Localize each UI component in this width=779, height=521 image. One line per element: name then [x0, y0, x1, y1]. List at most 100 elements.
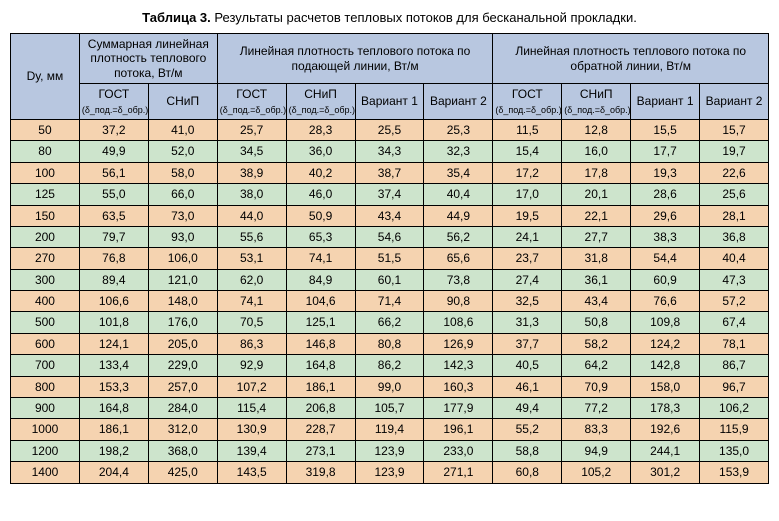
- table-cell: 119,4: [355, 419, 424, 440]
- table-cell: 31,8: [562, 248, 631, 269]
- table-cell: 186,1: [79, 419, 148, 440]
- table-cell: 312,0: [148, 419, 217, 440]
- header-group-return: Линейная плотность теплового потока по о…: [493, 34, 769, 84]
- table-cell: 74,1: [286, 248, 355, 269]
- table-cell: 38,0: [217, 184, 286, 205]
- table-cell: 60,1: [355, 269, 424, 290]
- header-label: ГОСТ: [236, 87, 267, 101]
- table-cell: 204,4: [79, 462, 148, 483]
- table-cell: 164,8: [79, 398, 148, 419]
- table-cell: 49,4: [493, 398, 562, 419]
- table-cell: 37,2: [79, 119, 148, 140]
- table-cell: 36,0: [286, 141, 355, 162]
- table-cell: 192,6: [631, 419, 700, 440]
- table-cell: 62,0: [217, 269, 286, 290]
- header-dy: Dу, мм: [11, 34, 80, 120]
- table-cell: 158,0: [631, 376, 700, 397]
- table-cell: 58,8: [493, 440, 562, 461]
- header-label: СНиП: [304, 87, 337, 101]
- table-cell: 800: [11, 376, 80, 397]
- table-cell: 70,9: [562, 376, 631, 397]
- table-cell: 17,7: [631, 141, 700, 162]
- table-cell: 233,0: [424, 440, 493, 461]
- table-cell: 12,8: [562, 119, 631, 140]
- table-cell: 135,0: [700, 440, 769, 461]
- table-row: 1000186,1312,0130,9228,7119,4196,155,283…: [11, 419, 769, 440]
- table-cell: 79,7: [79, 226, 148, 247]
- table-cell: 600: [11, 333, 80, 354]
- table-cell: 20,1: [562, 184, 631, 205]
- table-cell: 55,6: [217, 226, 286, 247]
- table-cell: 27,7: [562, 226, 631, 247]
- table-row: 30089,4121,062,084,960,173,827,436,160,9…: [11, 269, 769, 290]
- table-cell: 142,3: [424, 355, 493, 376]
- table-cell: 53,1: [217, 248, 286, 269]
- table-cell: 86,2: [355, 355, 424, 376]
- table-cell: 56,2: [424, 226, 493, 247]
- table-cell: 86,3: [217, 333, 286, 354]
- table-row: 5037,241,025,728,325,525,311,512,815,515…: [11, 119, 769, 140]
- table-cell: 257,0: [148, 376, 217, 397]
- table-cell: 74,1: [217, 291, 286, 312]
- table-cell: 36,8: [700, 226, 769, 247]
- table-cell: 125,1: [286, 312, 355, 333]
- table-cell: 186,1: [286, 376, 355, 397]
- table-cell: 37,7: [493, 333, 562, 354]
- table-cell: 47,3: [700, 269, 769, 290]
- table-cell: 38,9: [217, 162, 286, 183]
- table-cell: 24,1: [493, 226, 562, 247]
- table-cell: 25,7: [217, 119, 286, 140]
- table-cell: 52,0: [148, 141, 217, 162]
- table-cell: 51,5: [355, 248, 424, 269]
- table-cell: 36,1: [562, 269, 631, 290]
- table-cell: 60,8: [493, 462, 562, 483]
- table-cell: 101,8: [79, 312, 148, 333]
- header-return-var1: Вариант 1: [631, 84, 700, 120]
- table-cell: 44,9: [424, 205, 493, 226]
- table-cell: 64,2: [562, 355, 631, 376]
- table-cell: 23,7: [493, 248, 562, 269]
- table-row: 20079,793,055,665,354,656,224,127,738,33…: [11, 226, 769, 247]
- table-cell: 43,4: [355, 205, 424, 226]
- table-cell: 17,0: [493, 184, 562, 205]
- header-supply-snip: СНиП (δ_под.=δ_обр.): [286, 84, 355, 120]
- table-cell: 200: [11, 226, 80, 247]
- table-cell: 124,2: [631, 333, 700, 354]
- table-cell: 46,0: [286, 184, 355, 205]
- table-cell: 146,8: [286, 333, 355, 354]
- table-cell: 22,6: [700, 162, 769, 183]
- table-cell: 38,3: [631, 226, 700, 247]
- table-cell: 105,2: [562, 462, 631, 483]
- table-row: 15063,573,044,050,943,444,919,522,129,62…: [11, 205, 769, 226]
- table-cell: 76,8: [79, 248, 148, 269]
- table-cell: 58,2: [562, 333, 631, 354]
- table-cell: 80,8: [355, 333, 424, 354]
- table-cell: 67,4: [700, 312, 769, 333]
- table-cell: 301,2: [631, 462, 700, 483]
- table-cell: 300: [11, 269, 80, 290]
- table-cell: 50,8: [562, 312, 631, 333]
- table-row: 8049,952,034,536,034,332,315,416,017,719…: [11, 141, 769, 162]
- table-cell: 15,4: [493, 141, 562, 162]
- table-cell: 86,7: [700, 355, 769, 376]
- table-cell: 40,4: [700, 248, 769, 269]
- table-cell: 425,0: [148, 462, 217, 483]
- table-cell: 153,9: [700, 462, 769, 483]
- table-cell: 90,8: [424, 291, 493, 312]
- table-cell: 65,3: [286, 226, 355, 247]
- table-cell: 55,0: [79, 184, 148, 205]
- table-cell: 273,1: [286, 440, 355, 461]
- table-row: 500101,8176,070,5125,166,2108,631,350,81…: [11, 312, 769, 333]
- header-group-total: Суммарная линейная плотность теплового п…: [79, 34, 217, 84]
- table-body: 5037,241,025,728,325,525,311,512,815,515…: [11, 119, 769, 483]
- caption-text: Результаты расчетов тепловых потоков для…: [214, 10, 636, 25]
- table-row: 1400204,4425,0143,5319,8123,9271,160,810…: [11, 462, 769, 483]
- table-cell: 106,0: [148, 248, 217, 269]
- table-cell: 121,0: [148, 269, 217, 290]
- table-cell: 160,3: [424, 376, 493, 397]
- table-row: 10056,158,038,940,238,735,417,217,819,32…: [11, 162, 769, 183]
- table-cell: 123,9: [355, 440, 424, 461]
- table-cell: 56,1: [79, 162, 148, 183]
- table-cell: 34,3: [355, 141, 424, 162]
- header-sub: (δ_под.=δ_обр.): [289, 105, 355, 115]
